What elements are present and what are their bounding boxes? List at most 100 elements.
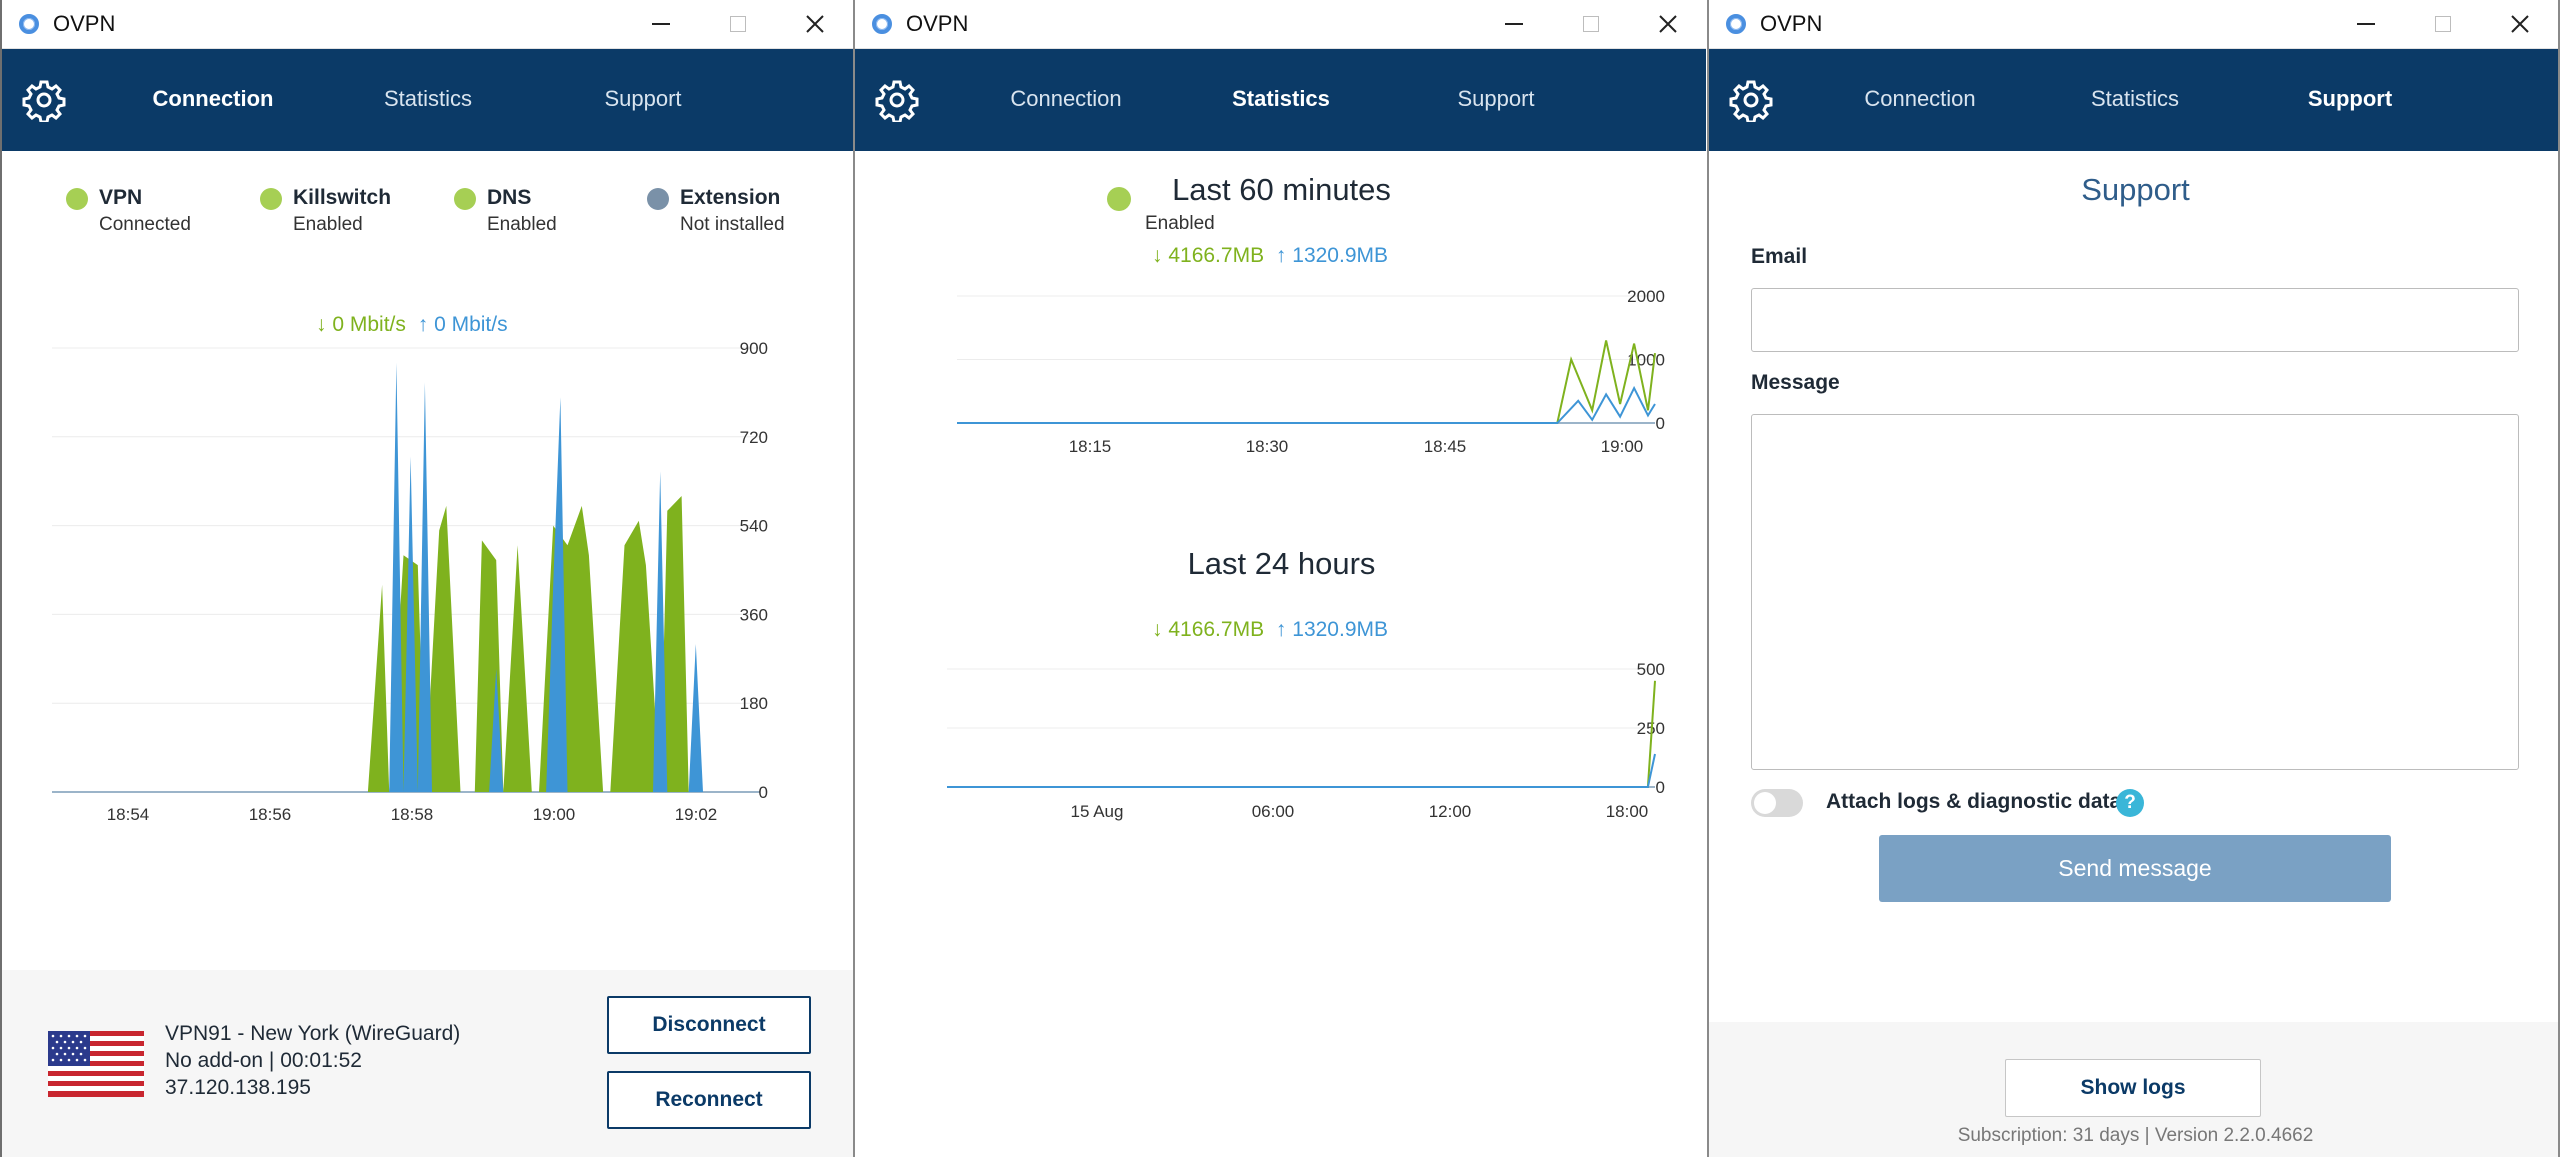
email-field[interactable] (1751, 288, 2519, 352)
message-field[interactable] (1751, 414, 2519, 770)
maximize-button[interactable] (1552, 0, 1629, 49)
y-tick-label: 360 (740, 605, 768, 624)
y-tick-label: 180 (740, 694, 768, 713)
last-60-totals: ↓ 4166.7MB ↑ 1320.9MB (1152, 244, 1388, 268)
send-message-button[interactable]: Send message (1879, 835, 2391, 902)
y-tick-label: 720 (740, 428, 768, 447)
nav-bar: Connection Statistics Support (855, 49, 1706, 151)
status-value: Connected (99, 214, 191, 235)
rate-readout: ↓ 0 Mbit/s ↑ 0 Mbit/s (316, 313, 508, 337)
window-title: OVPN (1760, 11, 1823, 36)
window-connection: OVPN Connection Statistics Support VPN C… (0, 0, 853, 1157)
support-title: Support (2081, 172, 2190, 207)
reconnect-button[interactable]: Reconnect (607, 1071, 811, 1129)
close-icon (1658, 15, 1677, 33)
last-24-upload: 1320.9MB (1292, 618, 1388, 641)
x-tick-label: 18:00 (1606, 802, 1649, 821)
x-tick-label: 18:56 (249, 805, 292, 824)
title-bar: OVPN (855, 0, 1706, 49)
ovpn-logo-icon (1726, 14, 1746, 34)
download-rate: 0 Mbit/s (332, 313, 406, 336)
status-dot-icon (647, 188, 669, 210)
tab-statistics[interactable]: Statistics (383, 86, 473, 111)
status-row: VPN Connected Killswitch Enabled DNS Ena… (2, 184, 853, 244)
minimize-button[interactable] (1475, 0, 1552, 49)
download-arrow-icon: ↓ (1152, 244, 1163, 267)
upload-rate: 0 Mbit/s (434, 313, 508, 336)
tab-statistics[interactable]: Statistics (2090, 86, 2180, 111)
tab-support[interactable]: Support (604, 86, 682, 111)
tab-support[interactable]: Support (1457, 86, 1535, 111)
message-label: Message (1751, 371, 1840, 394)
x-tick-label: 18:45 (1424, 437, 1467, 456)
series-line (957, 385, 1656, 424)
gear-icon[interactable] (875, 78, 919, 122)
attach-logs-toggle[interactable] (1751, 789, 1803, 817)
help-icon[interactable]: ? (2116, 789, 2144, 817)
maximize-button[interactable] (699, 0, 776, 49)
x-tick-label: 18:30 (1246, 437, 1289, 456)
y-tick-label: 2000 (1627, 287, 1665, 306)
series-line (947, 680, 1656, 788)
gear-icon[interactable] (1729, 78, 1773, 122)
minimize-button[interactable] (622, 0, 699, 49)
title-bar: OVPN (2, 0, 853, 49)
tab-connection[interactable]: Connection (152, 86, 274, 111)
last-60-upload: 1320.9MB (1292, 244, 1388, 267)
server-ip: 37.120.138.195 (165, 1076, 311, 1099)
bandwidth-chart: 0 180 360 540 720 900 18:54 18:56 18:58 19:00 19:0… (47, 339, 768, 824)
last-24-totals: ↓ 4166.7MB ↑ 1320.9MB (1152, 618, 1388, 642)
y-tick-label: 0 (1656, 414, 1665, 433)
server-name: VPN91 - New York (WireGuard) (165, 1022, 461, 1045)
series-line (957, 340, 1656, 424)
tab-statistics[interactable]: Statistics (1232, 86, 1330, 111)
x-tick-label: 15 Aug (1071, 802, 1124, 821)
status-dot-icon (1107, 187, 1131, 211)
y-tick-label: 500 (1637, 660, 1665, 679)
status-label: DNS (487, 186, 532, 209)
status-value: Enabled (293, 214, 363, 235)
series-area (47, 496, 760, 792)
upload-arrow-icon: ↑ (1275, 244, 1287, 267)
close-icon (2510, 15, 2529, 33)
last-60-status: Enabled (1145, 213, 1215, 234)
y-tick-label: 0 (759, 783, 768, 802)
close-button[interactable] (776, 0, 853, 49)
attach-logs-label: Attach logs & diagnostic data (1826, 790, 2122, 813)
last-24-title: Last 24 hours (1187, 546, 1376, 581)
x-tick-label: 18:58 (391, 805, 434, 824)
tab-connection[interactable]: Connection (1864, 86, 1976, 111)
status-value: Enabled (487, 214, 557, 235)
upload-arrow-icon: ↑ (1275, 618, 1287, 641)
close-button[interactable] (2481, 0, 2558, 49)
window-statistics: OVPN Connection Statistics Support Last … (853, 0, 1706, 1157)
x-tick-label: 06:00 (1252, 802, 1295, 821)
minimize-button[interactable] (2327, 0, 2404, 49)
x-tick-label: 19:02 (675, 805, 718, 824)
last-24-download: 4166.7MB (1168, 618, 1265, 641)
last-60-title: Last 60 minutes (1172, 172, 1391, 207)
window-title: OVPN (53, 11, 116, 36)
tab-support[interactable]: Support (2307, 86, 2393, 111)
show-logs-button[interactable]: Show logs (2005, 1059, 2261, 1117)
status-label: Killswitch (293, 186, 392, 209)
title-bar: OVPN (1709, 0, 2558, 49)
y-tick-label: 900 (740, 339, 768, 358)
upload-arrow-icon: ↑ (417, 313, 429, 336)
status-value: Not installed (680, 214, 785, 235)
gear-icon[interactable] (22, 78, 66, 122)
status-dot-icon (260, 188, 282, 210)
server-info: No add-on | 00:01:52 (165, 1049, 362, 1072)
window-support: OVPN Connection Statistics Support Suppo… (1707, 0, 2560, 1157)
close-button[interactable] (1629, 0, 1706, 49)
maximize-button[interactable] (2404, 0, 2481, 49)
nav-bar: Connection Statistics Support (2, 49, 853, 151)
tab-connection[interactable]: Connection (1010, 86, 1122, 111)
y-tick-label: 540 (740, 517, 768, 536)
email-label: Email (1751, 245, 1808, 268)
status-label: VPN (99, 186, 143, 209)
x-tick-label: 18:54 (107, 805, 150, 824)
subscription-version: Subscription: 31 days | Version 2.2.0.46… (1957, 1125, 2314, 1146)
disconnect-button[interactable]: Disconnect (607, 996, 811, 1054)
window-title: OVPN (906, 11, 969, 36)
